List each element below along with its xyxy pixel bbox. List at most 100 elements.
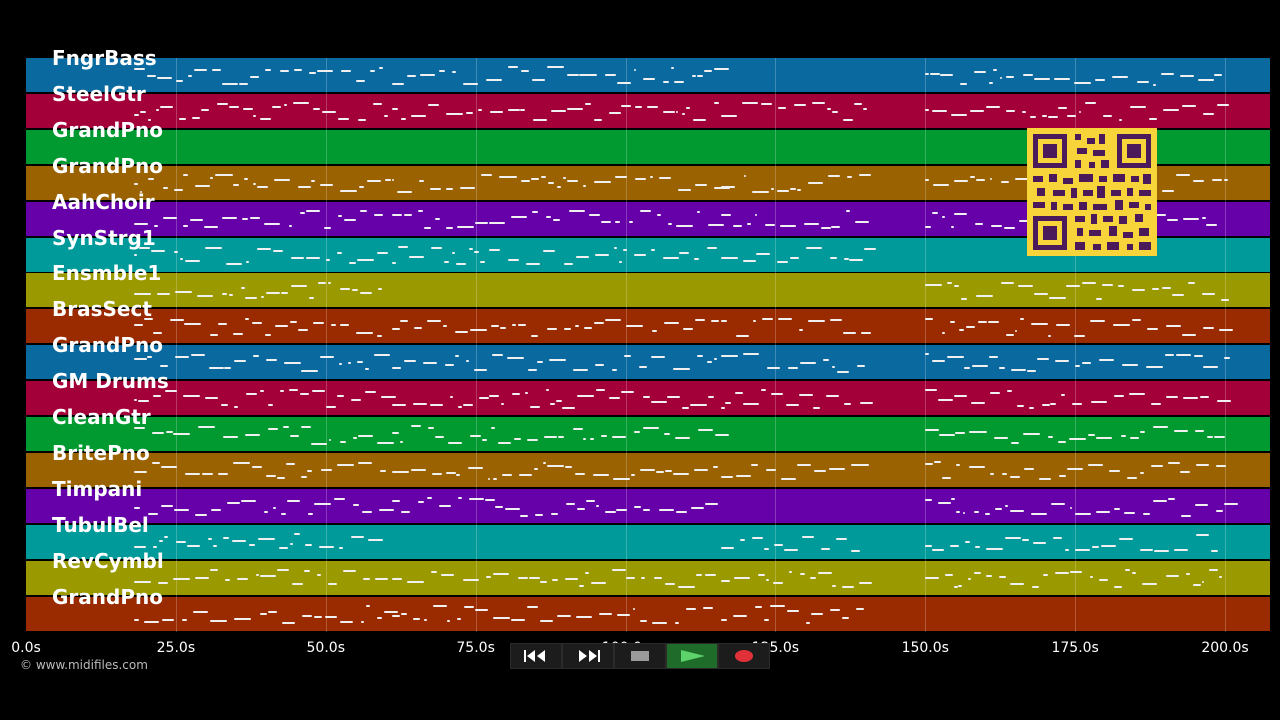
midi-note (925, 428, 939, 431)
midi-note (340, 189, 358, 192)
midi-note (133, 253, 138, 256)
midi-note (508, 108, 520, 111)
midi-note (777, 318, 793, 321)
midi-note (324, 226, 331, 229)
track-lane[interactable] (26, 345, 1270, 380)
midi-note (1048, 115, 1058, 118)
midi-note (1165, 395, 1179, 398)
midi-note (959, 328, 964, 331)
midi-note (528, 577, 540, 580)
midi-note (458, 496, 462, 499)
midi-note (582, 438, 586, 441)
midi-note (555, 400, 562, 403)
track-lane[interactable] (26, 381, 1270, 416)
fast-forward-button[interactable] (562, 643, 614, 669)
midi-note (1167, 219, 1179, 222)
midi-note (557, 186, 562, 189)
midi-note (1074, 549, 1091, 552)
midi-note (146, 75, 156, 78)
midi-note (366, 605, 370, 608)
midi-note (1223, 356, 1230, 359)
midi-note (1163, 109, 1179, 112)
midi-note (1113, 324, 1131, 327)
midi-note (456, 618, 461, 621)
midi-note (463, 579, 480, 582)
track-lane[interactable] (26, 524, 1270, 559)
midi-note (755, 252, 770, 255)
midi-note (221, 83, 239, 86)
midi-note (133, 506, 140, 509)
midi-note (534, 513, 543, 516)
midi-note (925, 284, 943, 287)
track-label: SynStrg1 (52, 225, 156, 250)
midi-note (224, 578, 230, 581)
midi-note (489, 111, 504, 114)
track-lane[interactable] (26, 93, 1270, 128)
midi-note (147, 178, 154, 181)
midi-note (356, 331, 374, 334)
midi-note (938, 398, 953, 401)
midi-note (594, 322, 605, 325)
midi-note (827, 175, 841, 178)
midi-note (984, 512, 990, 515)
midi-note (732, 225, 742, 228)
midi-note (245, 297, 257, 300)
midi-note (391, 83, 404, 86)
midi-note (520, 514, 528, 517)
track-lane[interactable] (26, 452, 1270, 487)
midi-note (1214, 435, 1226, 438)
midi-note (736, 475, 751, 478)
midi-note (339, 324, 349, 327)
midi-note (1126, 476, 1138, 479)
midi-note (1048, 296, 1066, 299)
midi-note (493, 573, 510, 576)
midi-note (511, 619, 526, 622)
midi-note (237, 578, 249, 581)
midi-note (351, 288, 358, 291)
midi-note (374, 578, 389, 581)
midi-note (173, 578, 191, 581)
track-lane[interactable] (26, 596, 1270, 631)
midi-note (410, 425, 422, 428)
track-lane[interactable] (26, 417, 1270, 451)
midi-note (343, 570, 357, 573)
midi-note (384, 179, 392, 182)
midi-note (1128, 393, 1146, 396)
midi-note (434, 436, 445, 439)
midi-note (542, 249, 555, 252)
midi-note (272, 250, 283, 253)
midi-note (400, 320, 408, 323)
track-lane[interactable] (26, 309, 1270, 344)
midi-note (264, 333, 271, 336)
midi-note (218, 472, 228, 475)
midi-note (450, 396, 453, 399)
midi-note (232, 333, 243, 336)
track-lane[interactable] (26, 488, 1270, 523)
midi-note (942, 476, 951, 479)
midi-note (604, 511, 616, 514)
track-lane[interactable] (26, 560, 1270, 595)
midi-note (185, 260, 200, 263)
midi-note (843, 403, 852, 406)
record-button[interactable] (718, 643, 770, 669)
stop-button[interactable] (614, 643, 666, 669)
midi-note (770, 605, 785, 608)
time-tick-label: 50.0s (306, 640, 345, 656)
midi-note (611, 569, 626, 572)
rewind-button[interactable] (510, 643, 562, 669)
midi-note (1166, 574, 1180, 577)
midi-note (1121, 434, 1126, 437)
midi-note (616, 82, 632, 85)
midi-note (678, 189, 692, 192)
midi-note (308, 72, 317, 75)
midi-note (1122, 364, 1139, 367)
midi-note (663, 322, 680, 325)
midi-note (859, 402, 873, 405)
track-lane[interactable] (26, 273, 1270, 308)
midi-note (960, 298, 968, 301)
midi-note (301, 614, 313, 617)
midi-note (242, 107, 253, 110)
play-button[interactable] (666, 643, 718, 669)
track-lane[interactable] (26, 58, 1270, 92)
midi-note (826, 107, 832, 110)
